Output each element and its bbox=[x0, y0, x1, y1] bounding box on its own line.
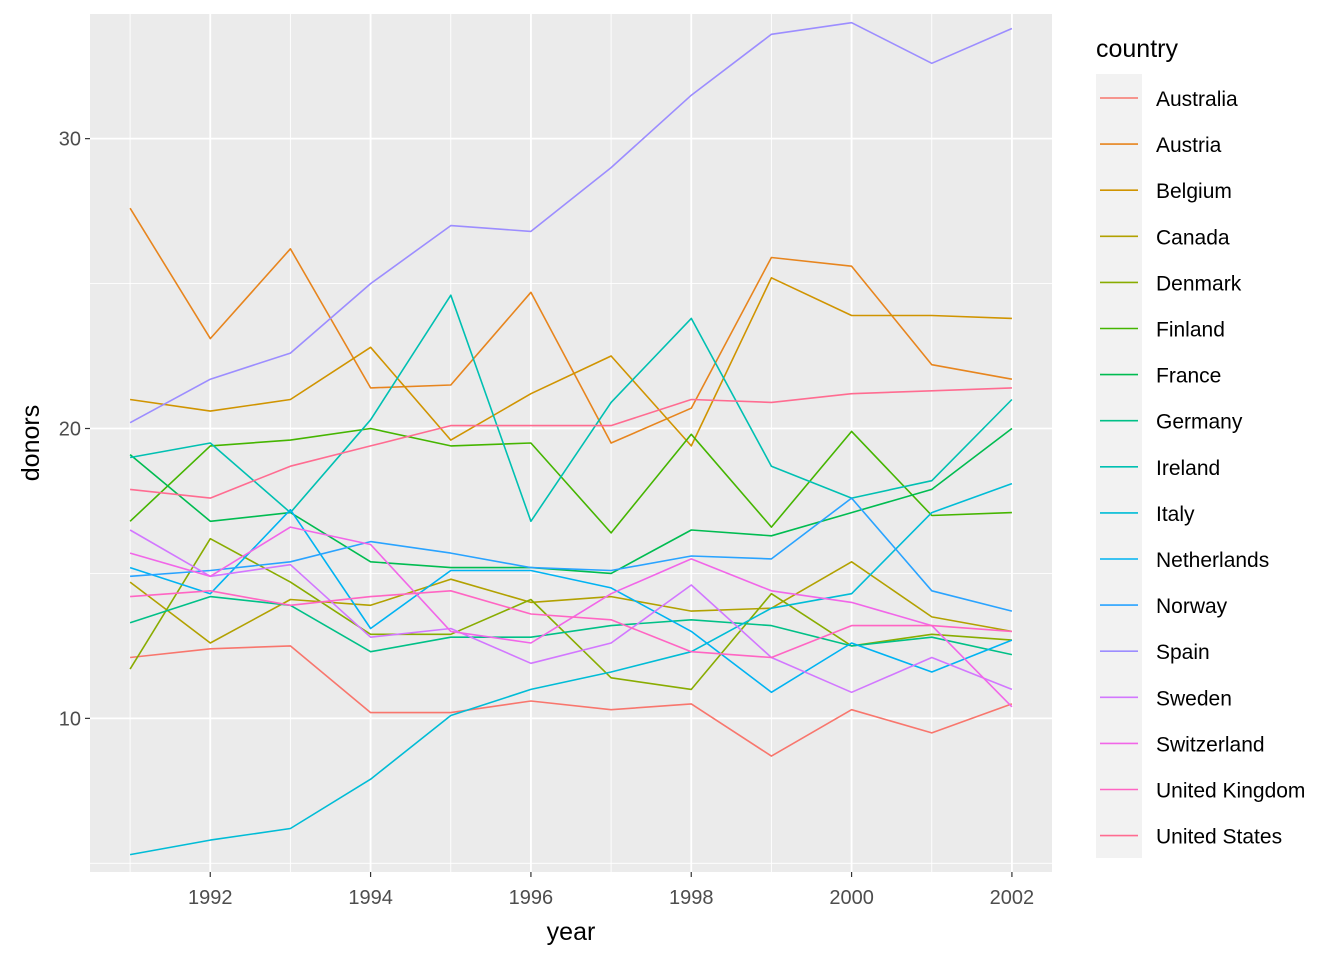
minor-gridlines bbox=[90, 14, 1052, 872]
legend-items: Australia Austria Belgium Canada Denmark Finl… bbox=[1100, 88, 1305, 849]
legend-label-sweden: Sweden bbox=[1156, 687, 1232, 710]
x-axis: 1992 1994 1996 1998 2000 2002 bbox=[188, 872, 1034, 909]
x-tick-label: 1992 bbox=[188, 887, 233, 909]
legend-label-belgium: Belgium bbox=[1156, 180, 1232, 203]
x-tick-label: 2002 bbox=[990, 887, 1035, 909]
y-tick-label: 30 bbox=[59, 129, 81, 151]
series-line-norway bbox=[130, 497, 1013, 612]
x-tick-label: 2000 bbox=[829, 887, 874, 909]
panel-background bbox=[90, 14, 1052, 872]
series-line-ireland bbox=[129, 294, 1013, 523]
legend-label-australia: Australia bbox=[1156, 88, 1238, 111]
legend-label-united-states: United States bbox=[1156, 826, 1282, 849]
legend-label-ireland: Ireland bbox=[1156, 457, 1220, 480]
series-line-france bbox=[129, 427, 1013, 575]
legend-label-denmark: Denmark bbox=[1156, 272, 1242, 295]
x-tick-label: 1996 bbox=[509, 887, 554, 909]
legend-label-germany: Germany bbox=[1156, 411, 1243, 434]
series-line-austria bbox=[129, 207, 1013, 444]
series-line-italy bbox=[129, 482, 1013, 856]
y-tick-label: 10 bbox=[59, 708, 81, 730]
legend-label-spain: Spain bbox=[1156, 641, 1210, 664]
legend-label-netherlands: Netherlands bbox=[1156, 549, 1269, 572]
major-gridlines bbox=[90, 14, 1052, 872]
series-line-switzerland bbox=[129, 526, 1013, 708]
legend-label-canada: Canada bbox=[1156, 226, 1230, 249]
series-line-finland bbox=[129, 427, 1012, 534]
legend-label-austria: Austria bbox=[1156, 134, 1222, 157]
series-line-netherlands bbox=[129, 508, 1013, 694]
legend-label-finland: Finland bbox=[1156, 319, 1225, 342]
x-tick-label: 1994 bbox=[348, 887, 393, 909]
series-line-united-states bbox=[130, 387, 1012, 499]
series-lines bbox=[129, 21, 1013, 856]
y-tick-label: 20 bbox=[59, 419, 81, 441]
legend-label-switzerland: Switzerland bbox=[1156, 733, 1265, 756]
y-axis: 10 20 30 bbox=[59, 129, 90, 730]
series-line-australia bbox=[130, 645, 1013, 757]
series-line-spain bbox=[129, 21, 1013, 424]
y-axis-title: donors bbox=[17, 405, 45, 481]
series-line-belgium bbox=[129, 276, 1012, 447]
legend-label-italy: Italy bbox=[1156, 503, 1195, 526]
x-axis-title: year bbox=[547, 918, 596, 946]
legend: country Australia Austria Belgium Canada Den… bbox=[1096, 35, 1305, 858]
series-line-germany bbox=[129, 595, 1013, 656]
series-line-united-kingdom bbox=[130, 589, 1012, 659]
series-line-canada bbox=[129, 560, 1013, 644]
series-line-sweden bbox=[129, 529, 1013, 694]
legend-label-france: France bbox=[1156, 365, 1221, 388]
legend-label-united-kingdom: United Kingdom bbox=[1156, 780, 1305, 803]
legend-title: country bbox=[1096, 35, 1178, 63]
x-tick-label: 1998 bbox=[669, 887, 714, 909]
legend-label-norway: Norway bbox=[1156, 595, 1228, 618]
